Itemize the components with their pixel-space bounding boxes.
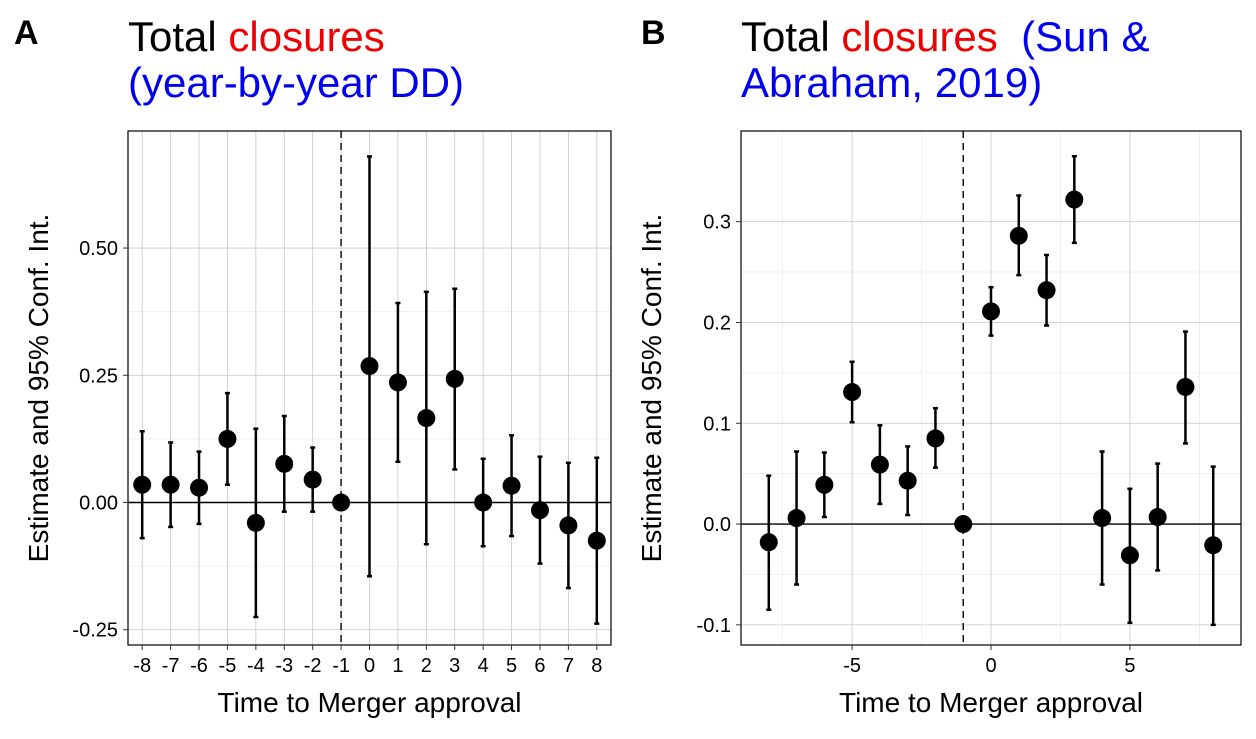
data-point [246, 513, 265, 532]
data-point [445, 369, 464, 388]
x-tick-label: 5 [506, 655, 517, 677]
data-point [815, 475, 834, 494]
data-point [161, 475, 180, 494]
y-tick-label: 0.0 [703, 514, 731, 536]
y-tick-label: 0.3 [703, 212, 731, 234]
x-tick-label: 3 [449, 655, 460, 677]
data-point [870, 455, 889, 474]
data-point [332, 493, 351, 512]
chart-a: -0.25 0.00 0.25 0.50 -8 -7 -6 -5 -4 -3 -2 -1 0 1 2 3 4 5 6… [23, 130, 612, 718]
data-point [530, 501, 549, 520]
panel-b-letter: B [641, 14, 666, 52]
data-point [898, 471, 917, 490]
y-tick-label: 0.2 [703, 312, 731, 334]
data-point [1009, 226, 1028, 245]
x-tick-label: -3 [275, 655, 293, 677]
x-tick-label: -5 [843, 655, 861, 677]
data-point [1204, 536, 1223, 555]
data-point [360, 357, 379, 376]
x-tick-label: 0 [364, 655, 375, 677]
y-tick-label: 0.00 [79, 493, 118, 515]
panel-a-letter: A [14, 14, 39, 52]
x-tick-label: -5 [219, 655, 237, 677]
data-point [1176, 377, 1195, 396]
panel-a-title-line2: (year-by-year DD) [128, 59, 465, 106]
x-tick-label: -4 [247, 655, 265, 677]
data-point [417, 409, 436, 428]
y-tick-label: 0.25 [79, 365, 118, 387]
data-point [1037, 281, 1056, 300]
panel-b-title-line1: Total closures (Sun & [741, 14, 1150, 60]
chart-b: -0.1 0.0 0.1 0.2 0.3 -5 0 5 Time to Merger appro… [636, 130, 1242, 718]
x-tick-label: 2 [421, 655, 432, 677]
data-point [1148, 508, 1167, 527]
x-tick-label: 0 [985, 655, 996, 677]
x-tick-label: 4 [478, 655, 489, 677]
x-tick-label: 8 [591, 655, 602, 677]
y-tick-label: -0.1 [697, 615, 731, 637]
data-point [190, 478, 209, 497]
x-axis-title: Time to Merger approval [218, 687, 522, 718]
y-tick-label: 0.50 [79, 238, 118, 260]
data-point [982, 302, 1000, 321]
data-point [759, 533, 778, 552]
x-tick-label: -6 [190, 655, 208, 677]
panel-a-title: Total closures (year-by-year DD) [128, 14, 464, 106]
panel-b-title-highlight: closures [841, 13, 998, 60]
data-point [303, 470, 322, 489]
panel-b-title: Total closures (Sun & Abraham, 2019) [741, 14, 1150, 106]
panel-b-title-citation: (Sun & [997, 13, 1150, 60]
y-tick-label: -0.25 [72, 620, 118, 642]
x-tick-label: -8 [133, 655, 151, 677]
panel-b-title-line2: Abraham, 2019) [741, 59, 1043, 106]
y-axis-title: Estimate and 95% Conf. Int. [23, 214, 54, 563]
x-tick-label: 6 [534, 655, 545, 677]
y-tick-label: 0.1 [703, 413, 731, 435]
x-tick-label: 5 [1124, 655, 1135, 677]
panel-a-title-highlight: closures [228, 13, 385, 60]
data-point [1120, 546, 1139, 565]
data-point [843, 383, 862, 402]
panel-a-title-line1: Total closures [128, 14, 464, 60]
data-point [275, 454, 294, 473]
data-point [1093, 509, 1112, 528]
x-tick-label: -2 [304, 655, 322, 677]
data-point [954, 515, 973, 534]
x-tick-label: 7 [563, 655, 574, 677]
data-point [388, 373, 407, 392]
panel-b-title-text: Total [741, 13, 842, 60]
data-point [926, 429, 945, 448]
data-point [474, 493, 493, 512]
x-axis-title: Time to Merger approval [839, 687, 1143, 718]
y-axis-title: Estimate and 95% Conf. Int. [636, 214, 667, 563]
data-point [133, 475, 152, 494]
x-tick-label: -7 [162, 655, 180, 677]
data-point [559, 516, 578, 535]
x-tick-label: 1 [392, 655, 403, 677]
data-point [587, 531, 606, 550]
data-point [218, 429, 237, 448]
panel-a-title-text: Total [128, 13, 229, 60]
data-point [502, 476, 521, 495]
data-point [787, 509, 806, 528]
data-point [1065, 190, 1084, 209]
x-tick-label: -1 [332, 655, 350, 677]
